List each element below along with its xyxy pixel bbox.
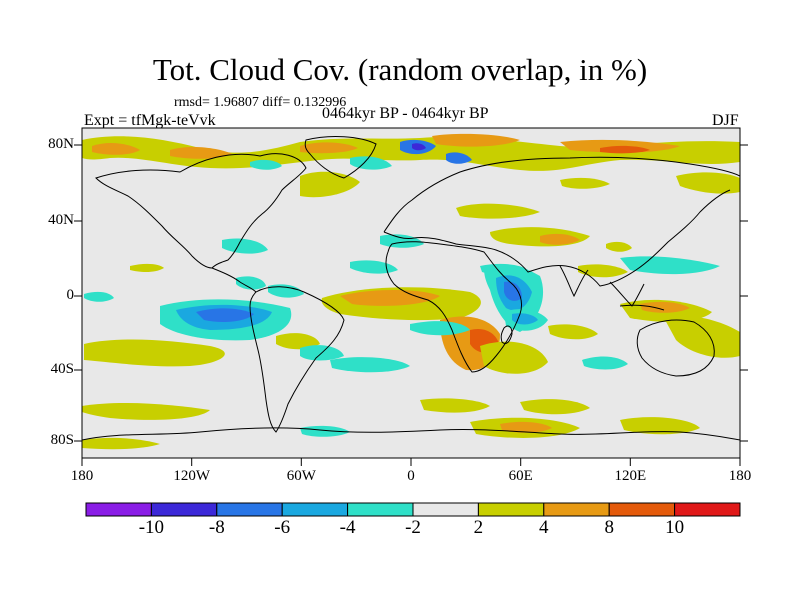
colorbar-swatch xyxy=(281,502,349,517)
field-patch xyxy=(84,339,225,367)
map-title: Tot. Cloud Cov. (random overlap, in %) xyxy=(152,52,648,87)
field-patch xyxy=(582,356,628,370)
lat-ticks xyxy=(74,144,748,442)
lon-label-180w: 180 xyxy=(70,468,94,484)
colorbar-swatch xyxy=(216,502,283,517)
coast-indonesia xyxy=(619,304,665,311)
coast-se-asia xyxy=(609,281,645,307)
experiment-label: Expt = tfMgk-teVvk xyxy=(84,112,216,129)
colorbar xyxy=(85,502,741,517)
colorbar-label: -4 xyxy=(339,517,356,538)
field-patch xyxy=(540,233,580,245)
field-patch xyxy=(412,143,426,151)
coast-north-america xyxy=(95,153,307,269)
coastlines xyxy=(82,136,740,441)
field-patch xyxy=(420,398,490,413)
lat-label-80n: 80N xyxy=(48,136,74,152)
field-patch xyxy=(330,357,410,373)
field-patch xyxy=(84,291,114,302)
colorbar-label: 2 xyxy=(473,517,484,538)
field-patch xyxy=(130,263,164,272)
field-patch xyxy=(620,256,720,275)
colorbar-label: 8 xyxy=(604,517,614,538)
lat-label-40n: 40N xyxy=(48,212,74,228)
colorbar-swatch xyxy=(608,502,676,517)
coast-madagascar xyxy=(500,325,513,345)
lon-label-0: 0 xyxy=(407,468,415,484)
field-patch xyxy=(432,133,520,147)
field-patch xyxy=(300,142,358,154)
coast-eurasia-north xyxy=(383,156,740,233)
field-patch xyxy=(250,159,282,170)
field-patch xyxy=(512,313,538,325)
colorbar-swatch xyxy=(412,502,479,517)
season-label: DJF xyxy=(712,112,739,129)
field-patch xyxy=(170,147,232,159)
coast-central-america xyxy=(211,267,257,293)
lat-label-40s: 40S xyxy=(50,361,74,377)
field-patch xyxy=(196,308,254,322)
colorbar-label: -10 xyxy=(138,517,165,538)
coast-greenland xyxy=(304,136,377,179)
field-patch xyxy=(520,399,590,415)
field-patch xyxy=(620,417,700,435)
coast-antarctica xyxy=(82,427,740,441)
field-patch xyxy=(82,437,160,450)
coast-africa xyxy=(385,241,523,373)
colorbar-swatch xyxy=(477,502,545,517)
colorbar-label: -2 xyxy=(405,517,421,538)
field-patch xyxy=(676,172,740,194)
field-patch xyxy=(600,145,650,154)
field-patch xyxy=(410,321,470,336)
field-patch xyxy=(500,421,552,433)
colorbar-swatch xyxy=(150,502,218,517)
colorbar-swatch xyxy=(347,502,414,517)
field-patch xyxy=(664,315,740,358)
colorbar-swatch xyxy=(674,502,741,517)
field-patch xyxy=(560,177,610,189)
colorbar-label: -6 xyxy=(274,517,291,538)
lon-ticks xyxy=(81,458,741,466)
colorbar-label: 10 xyxy=(665,517,685,538)
lon-label-120w: 120W xyxy=(173,468,211,484)
field-patch xyxy=(222,238,268,254)
field-patch xyxy=(456,203,540,219)
colorbar-swatch xyxy=(543,502,610,517)
colorbar-label: -8 xyxy=(208,517,225,538)
coast-australia xyxy=(636,319,715,377)
field-patch xyxy=(640,301,690,313)
lat-label-0: 0 xyxy=(66,287,75,303)
lon-label-180e: 180 xyxy=(728,468,752,484)
coast-south-america xyxy=(249,286,345,433)
field-patch xyxy=(480,341,548,374)
field-patch xyxy=(92,143,140,155)
lat-label-80s: 80S xyxy=(50,432,74,448)
field-patch xyxy=(578,264,628,278)
lon-label-120e: 120E xyxy=(614,468,647,484)
lon-label-60w: 60W xyxy=(286,468,316,484)
lon-label-60e: 60E xyxy=(508,468,533,484)
field-patch xyxy=(82,403,210,420)
coast-eurasia-south xyxy=(383,189,731,287)
field-patch xyxy=(606,241,632,252)
field-patch xyxy=(504,281,522,301)
field-patch xyxy=(300,425,350,437)
field-patch xyxy=(268,284,304,298)
field-patch xyxy=(340,290,440,306)
colorbar-label: 4 xyxy=(539,517,549,538)
field-patch xyxy=(300,171,360,198)
stats-text: rmsd= 1.96807 diff= 0.132996 xyxy=(174,95,347,110)
field-patch xyxy=(446,152,472,164)
field-patch xyxy=(236,276,266,290)
period-label: 0464kyr BP - 0464kyr BP xyxy=(322,105,489,122)
field-patch xyxy=(276,333,320,350)
field-patch xyxy=(548,324,598,340)
colorbar-swatch xyxy=(85,502,152,517)
coast-india xyxy=(559,265,589,298)
